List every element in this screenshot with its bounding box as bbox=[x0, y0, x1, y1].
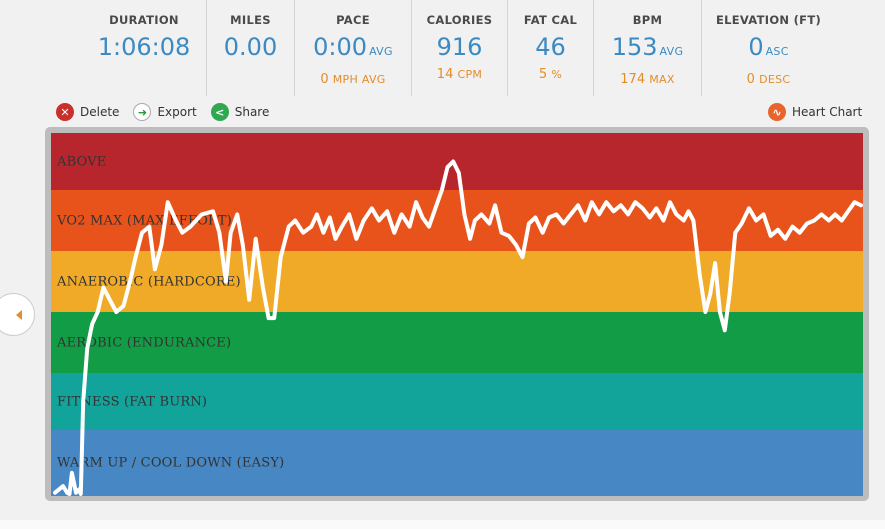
zone-label: VO2 MAX (MAX EFFORT) bbox=[57, 213, 232, 228]
zone-above: ABOVE bbox=[51, 133, 863, 190]
heart-rate-chart-area: ABOVE VO2 MAX (MAX EFFORT) ANAEROBIC (HA… bbox=[51, 133, 863, 496]
fat-cal-value: 46 bbox=[535, 33, 566, 61]
calories-value: 916 bbox=[436, 33, 483, 61]
stat-calories: CALORIES 916 14 CPM bbox=[411, 0, 507, 96]
stat-sub: 14 CPM bbox=[412, 67, 507, 83]
stat-pace: PACE 0:00 AVG 0 MPH AVG bbox=[294, 0, 411, 96]
workout-stats-bar: DURATION 1:06:08 MILES 0.00 PACE 0:00 AVG… bbox=[82, 0, 885, 96]
stat-duration: DURATION 1:06:08 bbox=[82, 0, 206, 96]
heart-chart-label: Heart Chart bbox=[792, 105, 863, 119]
stat-sub: 5 % bbox=[508, 67, 593, 83]
bpm-sub-unit: MAX bbox=[649, 73, 675, 86]
stat-label: ELEVATION (FT) bbox=[715, 13, 822, 27]
stat-value: 46 bbox=[508, 32, 593, 62]
stat-label: FAT CAL bbox=[523, 13, 578, 27]
zone-label: ANAEROBIC (HARDCORE) bbox=[57, 274, 241, 289]
stat-label: CALORIES bbox=[426, 13, 493, 27]
delete-label: Delete bbox=[80, 105, 120, 119]
stat-value: 916 bbox=[412, 32, 507, 62]
elevation-sub-value: 0 bbox=[746, 72, 755, 87]
stat-label: PACE bbox=[336, 13, 370, 27]
previous-workout-button[interactable] bbox=[0, 293, 35, 336]
stat-sub: 0 MPH AVG bbox=[295, 72, 411, 88]
stat-value: 0 ASC bbox=[702, 32, 835, 67]
pace-sub-value: 0 bbox=[320, 72, 329, 87]
export-label: Export bbox=[157, 105, 197, 119]
bpm-unit: AVG bbox=[659, 45, 684, 58]
zone-label: AEROBIC (ENDURANCE) bbox=[57, 335, 232, 350]
pace-value: 0:00 bbox=[313, 33, 368, 61]
stat-value: 0.00 bbox=[207, 32, 294, 62]
zone-label: ABOVE bbox=[57, 154, 107, 169]
share-label: Share bbox=[234, 105, 270, 119]
chevron-left-icon bbox=[15, 309, 22, 320]
zone-warm-up: WARM UP / COOL DOWN (EASY) bbox=[51, 430, 863, 496]
elevation-unit: ASC bbox=[765, 45, 789, 58]
stat-label: MILES bbox=[230, 13, 271, 27]
stat-bpm: BPM 153 AVG 174 MAX bbox=[593, 0, 701, 96]
heart-rate-chart: ABOVE VO2 MAX (MAX EFFORT) ANAEROBIC (HA… bbox=[45, 127, 869, 501]
pace-sub-unit: MPH AVG bbox=[332, 73, 386, 86]
zone-vo2-max: VO2 MAX (MAX EFFORT) bbox=[51, 190, 863, 251]
stat-miles: MILES 0.00 bbox=[206, 0, 294, 96]
bpm-sub-value: 174 bbox=[620, 72, 646, 87]
stat-elevation: ELEVATION (FT) 0 ASC 0 DESC bbox=[701, 0, 835, 96]
share-button[interactable]: < Share bbox=[210, 103, 270, 121]
calories-sub-value: 14 bbox=[436, 67, 454, 82]
pace-unit: AVG bbox=[369, 45, 393, 58]
duration-value: 1:06:08 bbox=[97, 33, 191, 61]
fat-cal-sub-unit: % bbox=[551, 68, 563, 81]
heart-chart-button[interactable]: ∿ Heart Chart bbox=[768, 102, 862, 122]
bpm-value: 153 bbox=[611, 33, 658, 61]
elevation-sub-unit: DESC bbox=[759, 73, 791, 86]
export-icon: ➜ bbox=[133, 103, 152, 121]
zone-label: FITNESS (FAT BURN) bbox=[57, 394, 208, 409]
heart-chart-icon: ∿ bbox=[768, 103, 786, 121]
fat-cal-sub-value: 5 bbox=[538, 67, 548, 82]
stat-value: 1:06:08 bbox=[82, 32, 206, 62]
export-button[interactable]: ➜ Export bbox=[133, 103, 197, 121]
share-icon: < bbox=[210, 103, 229, 121]
stat-value: 153 AVG bbox=[594, 32, 701, 67]
delete-icon: ✕ bbox=[56, 103, 74, 121]
footer-strip bbox=[0, 520, 885, 529]
stat-sub: 0 DESC bbox=[702, 72, 835, 88]
workout-toolbar: ✕ Delete ➜ Export < Share bbox=[56, 102, 269, 122]
zone-fitness: FITNESS (FAT BURN) bbox=[51, 373, 863, 430]
stat-fat-cal: FAT CAL 46 5 % bbox=[507, 0, 593, 96]
elevation-value: 0 bbox=[748, 33, 764, 61]
stat-label: DURATION bbox=[109, 13, 179, 27]
miles-value: 0.00 bbox=[223, 33, 278, 61]
stat-label: BPM bbox=[632, 13, 663, 27]
calories-sub-unit: CPM bbox=[457, 68, 483, 81]
delete-button[interactable]: ✕ Delete bbox=[56, 103, 119, 121]
zone-label: WARM UP / COOL DOWN (EASY) bbox=[57, 455, 285, 471]
stat-sub: 174 MAX bbox=[594, 72, 701, 88]
heart-rate-line bbox=[53, 159, 863, 496]
stat-value: 0:00 AVG bbox=[295, 32, 411, 67]
heart-rate-line-svg bbox=[53, 159, 863, 496]
